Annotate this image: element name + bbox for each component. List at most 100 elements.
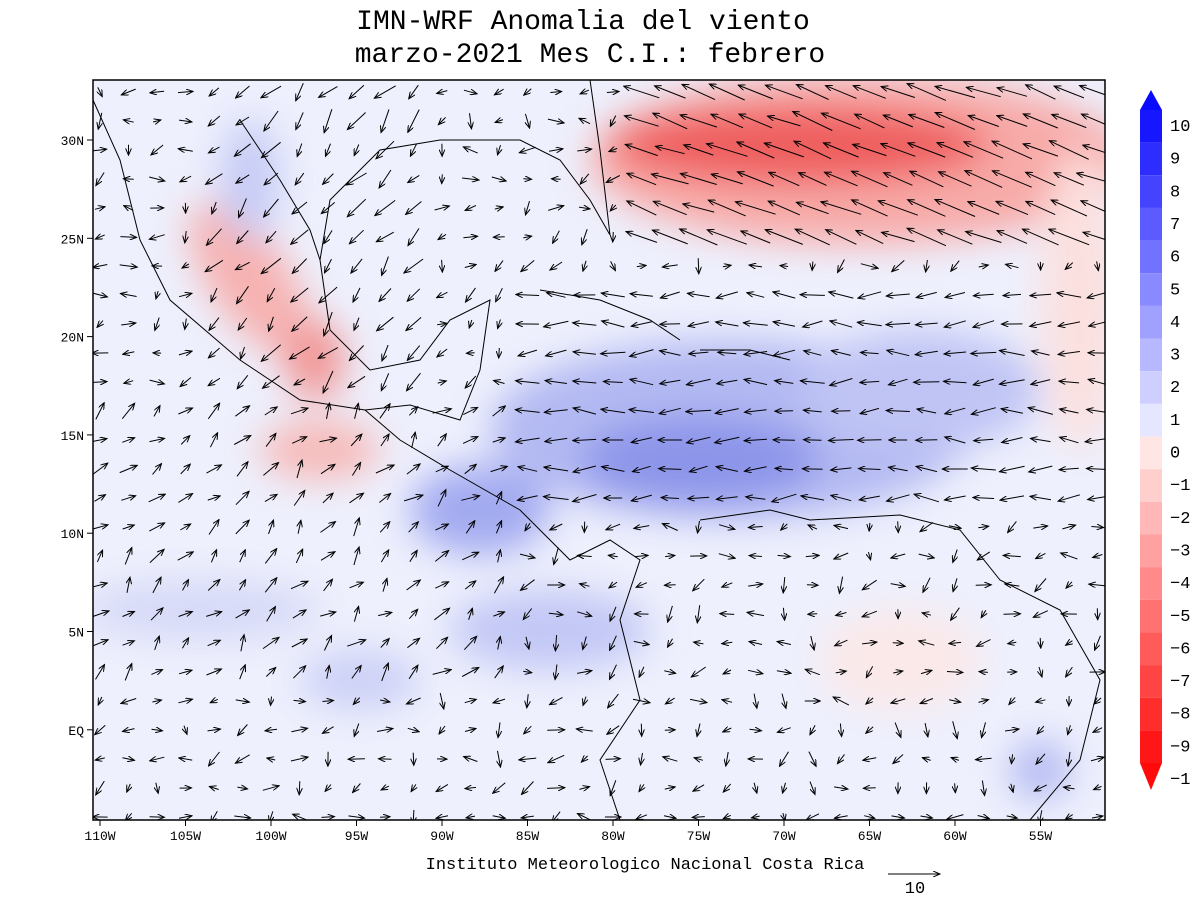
wind-vector	[321, 817, 335, 818]
wind-vector	[804, 351, 822, 356]
wind-vector	[801, 496, 825, 501]
wind-vector	[434, 608, 449, 621]
wind-vector	[660, 324, 681, 325]
wind-vector	[407, 345, 421, 361]
wind-vector	[378, 612, 392, 615]
wind-vector	[711, 174, 743, 185]
wind-vector	[382, 344, 389, 361]
wind-vector	[881, 87, 916, 98]
wind-vector	[122, 525, 135, 529]
wind-vector	[351, 463, 360, 476]
wind-vector	[608, 693, 619, 708]
wind-vector	[581, 756, 587, 762]
wind-vector	[324, 230, 333, 243]
wind-vector	[435, 582, 448, 589]
wind-vector	[639, 666, 644, 677]
wind-vector	[180, 377, 192, 387]
wind-vector	[292, 610, 306, 619]
wind-vector	[495, 120, 504, 123]
wind-vector	[823, 143, 859, 158]
wind-vector	[627, 201, 657, 216]
wind-vector	[884, 173, 913, 186]
wind-vector	[659, 407, 681, 413]
wind-vector	[177, 91, 193, 92]
wind-vector	[783, 607, 784, 620]
wind-vector	[155, 317, 159, 331]
wind-vector	[413, 752, 414, 766]
wind-vector	[726, 751, 728, 766]
wind-vector	[178, 816, 192, 818]
wind-vector	[860, 381, 880, 382]
wind-vector	[605, 759, 621, 760]
wind-vector	[690, 699, 707, 702]
wind-vector	[208, 520, 219, 535]
wind-vector	[631, 437, 652, 443]
wind-vector	[945, 407, 966, 414]
wind-vector	[624, 116, 659, 127]
wind-vector	[464, 729, 476, 732]
wind-vector	[982, 780, 984, 796]
colorbar-box	[1140, 338, 1162, 372]
wind-vector	[964, 142, 1004, 159]
wind-vector	[521, 260, 535, 271]
wind-vector	[97, 321, 103, 328]
wind-vector	[442, 174, 443, 183]
wind-vector	[269, 316, 274, 331]
wind-vector	[800, 381, 825, 384]
wind-vector	[495, 492, 501, 505]
wind-vector	[351, 666, 361, 679]
wind-vector	[966, 232, 1002, 243]
wind-vector	[408, 109, 420, 133]
wind-vector	[465, 375, 477, 388]
wind-vector	[235, 406, 249, 417]
wind-vector	[907, 84, 947, 101]
wind-vector	[526, 636, 529, 649]
wind-vector	[920, 670, 932, 673]
wind-vector	[624, 86, 660, 99]
lon-label: 65W	[858, 829, 882, 844]
wind-vector	[376, 140, 395, 159]
wind-vector	[267, 288, 276, 301]
wind-vector	[602, 321, 625, 328]
wind-vector	[348, 816, 365, 818]
wind-vector	[808, 751, 816, 767]
wind-vector	[182, 264, 189, 268]
wind-vector	[664, 585, 676, 586]
wind-vector	[796, 85, 829, 100]
wind-vector	[98, 87, 102, 96]
colorbar-label: 3	[1170, 347, 1180, 366]
wind-vector	[773, 349, 796, 356]
wind-vector	[694, 642, 704, 644]
wind-vector	[295, 549, 302, 564]
wind-vector	[515, 410, 540, 413]
wind-vector	[886, 411, 910, 412]
wind-vector	[601, 409, 626, 414]
wind-vector	[206, 669, 222, 676]
wind-vector	[664, 787, 675, 789]
wind-vector	[834, 552, 849, 559]
wind-vector	[577, 671, 592, 674]
wind-vector	[178, 699, 193, 703]
wind-vector	[493, 612, 504, 616]
wind-vector	[207, 496, 220, 500]
wind-vector	[206, 228, 222, 246]
wind-vector	[664, 671, 675, 674]
wind-vector	[925, 723, 928, 737]
wind-vector	[744, 439, 767, 440]
wind-vector	[381, 373, 390, 390]
wind-vector	[715, 408, 739, 414]
wind-vector	[697, 723, 700, 737]
wind-vector	[711, 114, 744, 129]
wind-vector	[707, 230, 747, 245]
wind-vector	[835, 671, 847, 673]
wind-vector	[1060, 437, 1079, 444]
wind-vector	[380, 550, 388, 563]
wind-vector	[686, 378, 711, 384]
lon-label: 80W	[601, 829, 625, 844]
wind-vector	[632, 699, 650, 702]
wind-vector	[349, 345, 364, 361]
wind-vector	[466, 353, 475, 354]
wind-vector	[610, 664, 617, 680]
wind-vector	[94, 495, 106, 502]
wind-vector	[437, 91, 448, 94]
